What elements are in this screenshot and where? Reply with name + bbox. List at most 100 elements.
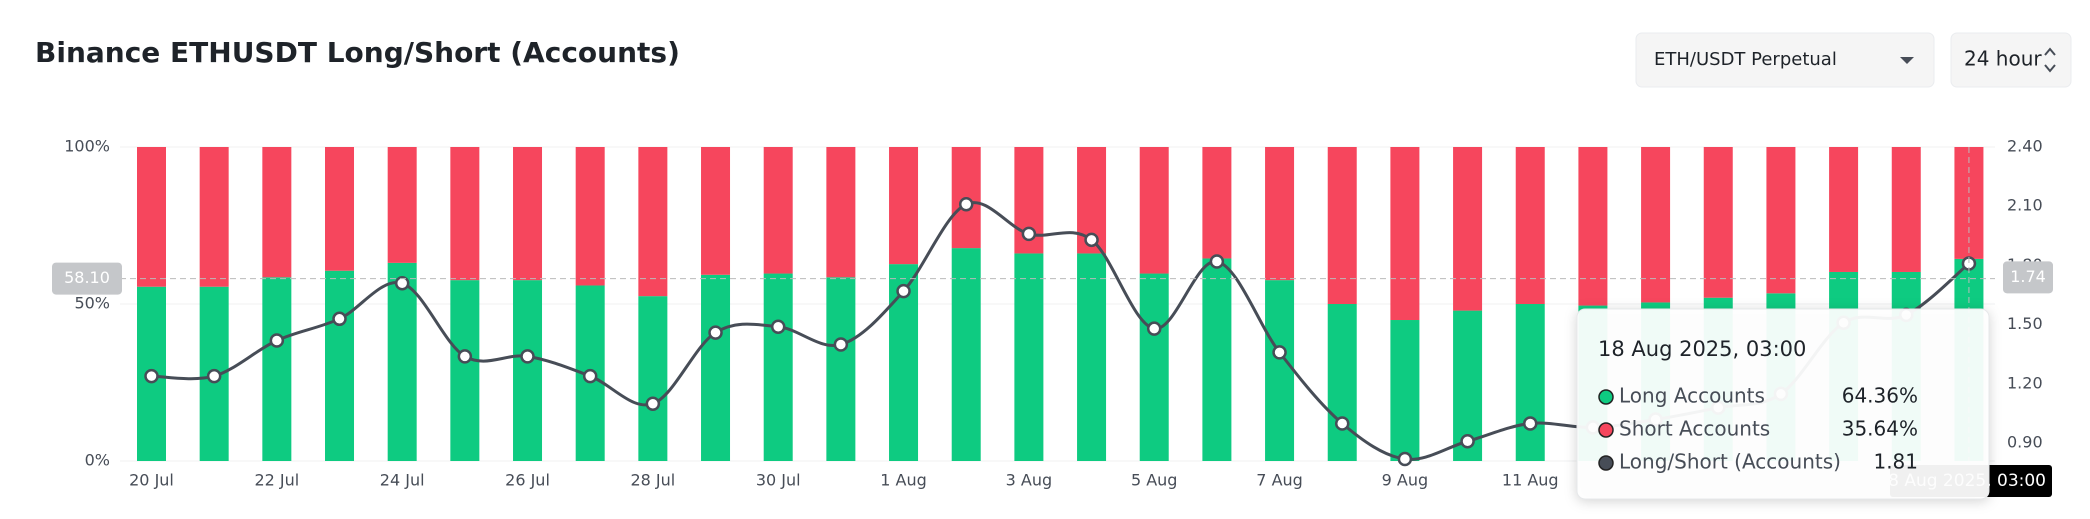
bar-segment bbox=[889, 147, 919, 265]
crosshair-y-badge bbox=[52, 262, 122, 295]
crosshair-y-label: 58.10 bbox=[64, 268, 110, 287]
ratio-point bbox=[144, 368, 159, 384]
x-tick-label: 26 Jul bbox=[505, 471, 550, 490]
bar-segment bbox=[1891, 147, 1921, 272]
bar-segment bbox=[387, 147, 417, 263]
tooltip-title: 18 Aug 2025, 03:00 bbox=[1598, 337, 1806, 361]
tooltip-row-value: 64.36% bbox=[1842, 384, 1918, 408]
ratio-point bbox=[770, 319, 786, 334]
ratio-point bbox=[1209, 254, 1225, 269]
bar-segment bbox=[1265, 280, 1295, 461]
ratio-point bbox=[1460, 434, 1475, 449]
tooltip-row-name: Short Accounts bbox=[1619, 417, 1770, 441]
bar-segment bbox=[1077, 253, 1107, 461]
bar-segment bbox=[1390, 147, 1420, 321]
bar-segment bbox=[826, 277, 856, 461]
y2-tick-label: 0.90 bbox=[2007, 433, 2043, 452]
ratio-point bbox=[1522, 416, 1538, 431]
bar-segment bbox=[513, 147, 543, 281]
ratio-point bbox=[269, 333, 285, 348]
x-tick-label: 1 Aug bbox=[880, 471, 927, 490]
ratio-point bbox=[520, 349, 535, 364]
bar-segment bbox=[1327, 147, 1357, 304]
bar-segment bbox=[1453, 147, 1483, 311]
bar-segment bbox=[199, 147, 229, 287]
bar-segment bbox=[1202, 147, 1232, 259]
ratio-point bbox=[394, 276, 410, 291]
ratio-point bbox=[1146, 321, 1162, 336]
bar-segment bbox=[1515, 304, 1545, 461]
period-select[interactable] bbox=[1950, 32, 2072, 88]
bar-segment bbox=[638, 147, 668, 297]
bar-segment bbox=[1202, 258, 1232, 461]
x-tick-label: 3 Aug bbox=[1006, 471, 1053, 490]
dropdown-arrow bbox=[1900, 57, 1914, 64]
y-tick-label: 0% bbox=[85, 451, 110, 470]
bar-segment bbox=[262, 277, 292, 461]
bar-segment bbox=[575, 147, 605, 286]
bar-segment bbox=[450, 147, 480, 281]
ratio-point bbox=[958, 197, 974, 212]
bar-segment bbox=[262, 147, 292, 278]
y-tick-label: 50% bbox=[74, 294, 110, 313]
x-tick-label: 30 Jul bbox=[756, 471, 801, 490]
spinner-icon bbox=[2044, 47, 2056, 73]
y2-tick-label: 2.10 bbox=[2007, 196, 2043, 215]
bar-segment bbox=[701, 274, 731, 461]
bar-segment bbox=[325, 270, 355, 461]
bar-segment bbox=[1014, 253, 1044, 461]
y-tick-label: 100% bbox=[64, 137, 110, 156]
bar-segment bbox=[450, 280, 480, 461]
ratio-point bbox=[1021, 226, 1037, 242]
bar-segment bbox=[387, 262, 417, 461]
x-tick-label: 28 Jul bbox=[630, 471, 675, 490]
ratio-point bbox=[1397, 451, 1413, 467]
crosshair-y2-badge bbox=[2003, 261, 2053, 294]
bar-segment bbox=[951, 248, 981, 461]
x-tick-label: 20 Jul bbox=[129, 471, 174, 490]
bar-segment bbox=[1265, 147, 1295, 281]
tooltip-row-value: 35.64% bbox=[1842, 417, 1918, 441]
bar-segment bbox=[1139, 273, 1169, 461]
bar-segment bbox=[1829, 147, 1859, 272]
bar-segment bbox=[513, 280, 543, 461]
ratio-point bbox=[1334, 416, 1350, 431]
ratio-point bbox=[708, 325, 723, 340]
x-tick-label: 11 Aug bbox=[1502, 471, 1559, 490]
bar-segment bbox=[638, 296, 668, 461]
ratio-point bbox=[896, 283, 911, 299]
ratio-point bbox=[582, 368, 598, 384]
bar-segment bbox=[701, 147, 731, 275]
bar-segment bbox=[826, 147, 856, 278]
tooltip bbox=[1576, 308, 1990, 500]
x-tick-label: 22 Jul bbox=[254, 471, 299, 490]
bar-segment bbox=[1139, 147, 1169, 274]
period-select-label: 24 hour bbox=[1964, 47, 2042, 71]
crosshair-y2-label: 1.74 bbox=[2010, 267, 2046, 286]
bar-segment bbox=[1327, 304, 1357, 461]
symbol-select[interactable] bbox=[1635, 32, 1935, 88]
x-tick-label: 9 Aug bbox=[1382, 471, 1429, 490]
symbol-select-label: ETH/USDT Perpetual bbox=[1654, 49, 1837, 70]
bar-segment bbox=[1641, 147, 1671, 303]
ratio-point bbox=[457, 349, 473, 364]
tooltip-swatch bbox=[1598, 389, 1614, 405]
ratio-point bbox=[1272, 345, 1287, 360]
tooltip-swatch bbox=[1598, 455, 1614, 471]
bar-segment bbox=[1766, 147, 1796, 294]
x-tick-label: 24 Jul bbox=[380, 471, 425, 490]
y2-tick-label: 2.40 bbox=[2007, 137, 2043, 156]
ratio-point bbox=[332, 311, 347, 327]
ratio-point bbox=[833, 337, 849, 352]
bar-segment bbox=[763, 273, 793, 461]
tooltip-row-name: Long Accounts bbox=[1619, 384, 1765, 408]
chart-title: Binance ETHUSDT Long/Short (Accounts) bbox=[35, 36, 680, 69]
bar-segment bbox=[137, 147, 166, 287]
ratio-point bbox=[1084, 232, 1099, 248]
bar-segment bbox=[1515, 147, 1545, 304]
y2-tick-label: 1.50 bbox=[2007, 314, 2043, 333]
bar-segment bbox=[1390, 320, 1420, 461]
ratio-point bbox=[206, 368, 222, 384]
x-tick-label: 5 Aug bbox=[1131, 471, 1178, 490]
